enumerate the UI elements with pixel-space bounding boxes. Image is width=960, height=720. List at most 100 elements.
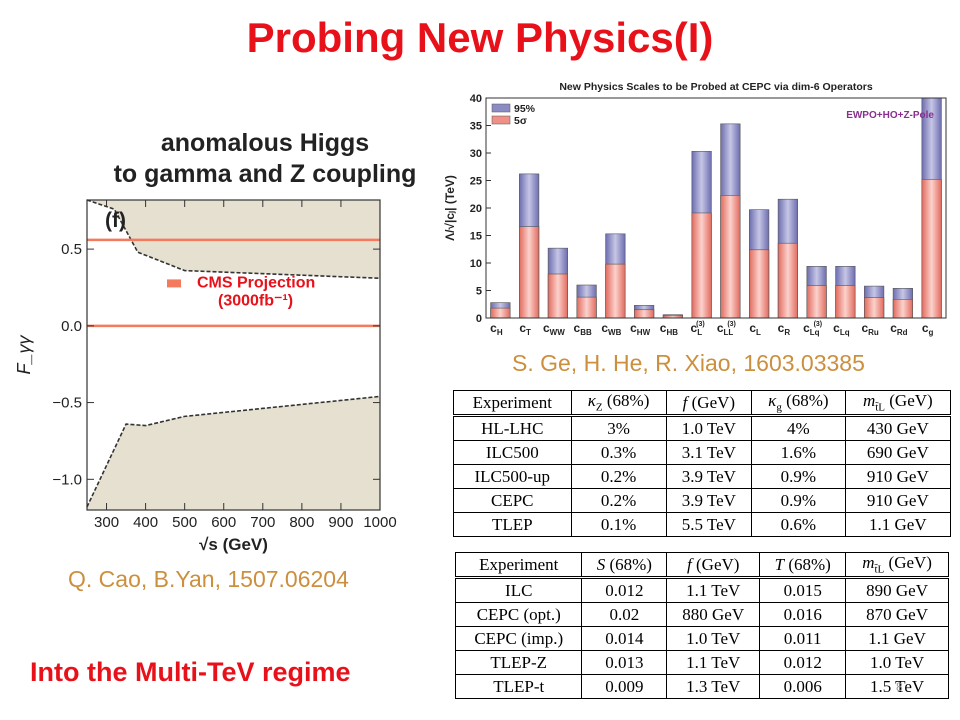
kappa-table-cell: 3.9 TeV — [665, 464, 753, 489]
st-table-row: TLEP-t 0.009 1.3 TeV 0.006 1.5 TeV — [454, 674, 949, 699]
st-table-header-cell: T (68%) — [759, 552, 847, 579]
st-table-header-cell: Experiment — [454, 552, 583, 579]
higgs-coupling-chart: 300 400 500 600 700 800 900 1000 0.5 0.0 −0.5 −1.0 (… — [14, 199, 397, 554]
kappa-table-cell: 3% — [570, 415, 667, 441]
x-tick-label: 700 — [250, 514, 275, 531]
bar-5sigma-cg — [921, 179, 942, 319]
y-tick-label: −0.5 — [52, 395, 82, 412]
kappa-table-row: ILC500-up 0.2% 3.9 TeV 0.9% 910 GeV — [453, 464, 952, 489]
bar-y-tick-label: 10 — [470, 258, 482, 270]
category-label: cR — [778, 321, 791, 337]
kappa-table-header-cell: κg (68%) — [751, 390, 846, 417]
bar-5sigma-cLq(3) — [806, 285, 827, 319]
st-table-cell: 0.011 — [759, 626, 847, 651]
category-label: cRu — [861, 321, 878, 337]
st-table-cell: 1.3 TeV — [666, 674, 761, 699]
y-tick-label: 0.5 — [61, 241, 82, 258]
st-table-row: TLEP-Z 0.013 1.1 TeV 0.012 1.0 TeV — [454, 650, 949, 675]
st-table-cell: 1.1 TeV — [666, 650, 761, 675]
cms-legend-label: CMS Projection — [197, 274, 315, 291]
bar-5sigma-cR — [777, 242, 798, 319]
st-table-cell: 0.012 — [581, 577, 668, 603]
right-citation: S. Ge, H. He, R. Xiao, 1603.03385 — [512, 350, 865, 376]
bar-5sigma-cH — [490, 307, 511, 319]
bar-y-tick-label: 5 — [476, 286, 482, 298]
st-table-cell: 0.006 — [759, 674, 847, 699]
bar-5sigma-cL(3) — [691, 212, 712, 319]
st-table-cell: 0.009 — [581, 674, 668, 699]
category-label: cL — [749, 321, 761, 337]
legend-95-label: 95% — [514, 103, 536, 115]
st-table-cell: 0.012 — [759, 650, 847, 675]
y-tick-label: −1.0 — [52, 471, 82, 488]
bar-5sigma-cRd — [892, 299, 913, 319]
kappa-table-cell: 910 GeV — [844, 488, 952, 513]
st-table: Experiment S (68%) f (GeV) T (68%) mt̃L (GeV… — [454, 552, 949, 699]
st-table-cell: TLEP-t — [454, 674, 583, 699]
kappa-table-cell: 1.1 GeV — [844, 512, 952, 537]
x-tick-label: 800 — [289, 514, 314, 531]
left-panel-title-line2: to gamma and Z coupling — [113, 160, 417, 188]
bar-y-tick-label: 15 — [470, 231, 482, 243]
st-table-cell: TLEP-Z — [454, 650, 583, 675]
st-table-cell: 880 GeV — [666, 602, 761, 627]
kappa-table-cell: 1.6% — [751, 440, 846, 465]
st-table-row: ILC 0.012 1.1 TeV 0.015 890 GeV — [454, 577, 949, 603]
st-table-cell: CEPC (imp.) — [454, 626, 583, 651]
kappa-table-row: HL-LHC 3% 1.0 TeV 4% 430 GeV — [453, 415, 952, 441]
st-table-cell: 0.013 — [581, 650, 668, 675]
kappa-table-cell: TLEP — [453, 512, 572, 537]
st-table-cell: 1.5 TeV — [845, 674, 949, 699]
st-table-cell: 1.0 TeV — [845, 650, 949, 675]
bottom-caption: Into the Multi-TeV regime — [30, 657, 351, 687]
kappa-table-cell: 3.9 TeV — [665, 488, 753, 513]
left-panel-title: anomalous Higgs to gamma and Z coupling — [100, 128, 430, 190]
category-label: cBB — [574, 321, 592, 337]
x-tick-label: 300 — [94, 514, 119, 531]
st-table-cell: CEPC (opt.) — [454, 602, 583, 627]
bar-y-tick-label: 25 — [470, 176, 482, 188]
category-label: cL(3) — [691, 321, 705, 337]
cms-legend-lumi: (3000fb⁻¹) — [218, 292, 293, 309]
kappa-table-row: CEPC 0.2% 3.9 TeV 0.9% 910 GeV — [453, 488, 952, 513]
category-label: cg — [922, 321, 934, 337]
st-table-header-cell: S (68%) — [581, 552, 668, 579]
kappa-table-header-cell: mt̃L (GeV) — [844, 390, 952, 417]
bar-5sigma-cHW — [634, 309, 655, 319]
category-label: cH — [490, 321, 503, 337]
lower-boundary-line — [86, 395, 381, 508]
kappa-table-cell: ILC500-up — [453, 464, 572, 489]
kappa-table-cell: 0.3% — [570, 440, 667, 465]
bar-y-axis-label: Λ/√|cⱼ| (TeV) — [443, 175, 457, 241]
st-table-cell: 0.02 — [581, 602, 668, 627]
st-table-header-cell: mt̃L (GeV) — [845, 552, 949, 579]
st-table-cell: 1.0 TeV — [666, 626, 761, 651]
panel-label: (f) — [105, 209, 126, 232]
kappa-table-cell: 4% — [751, 415, 846, 441]
category-label: cLL(3) — [717, 321, 736, 337]
bar-5sigma-cLL(3) — [720, 195, 741, 319]
kappa-table-cell: CEPC — [453, 488, 572, 513]
bar-y-tick-label: 40 — [470, 93, 482, 105]
bar-5sigma-cRu — [864, 297, 885, 319]
category-label: cT — [519, 321, 531, 337]
kappa-table-cell: 0.9% — [751, 464, 846, 489]
st-table-cell: 870 GeV — [845, 602, 949, 627]
kappa-table: Experiment κZ (68%) f (GeV) κg (68%) mt̃L (G… — [453, 390, 952, 537]
st-table-cell: ILC — [454, 577, 583, 603]
upper-boundary-line — [86, 199, 381, 280]
legend-5sigma-label: 5σ — [514, 115, 527, 127]
x-tick-label: 400 — [133, 514, 158, 531]
bar-5sigma-cLq — [835, 285, 856, 319]
bar-5sigma-cWB — [605, 263, 626, 319]
left-panel-title-line1: anomalous Higgs — [160, 129, 370, 157]
kappa-table-header-cell: f (GeV) — [665, 390, 753, 417]
category-label: cWW — [543, 321, 565, 337]
st-table-row: CEPC (opt.) 0.02 880 GeV 0.016 870 GeV — [454, 602, 949, 627]
x-tick-label: 500 — [172, 514, 197, 531]
kappa-table-cell: ILC500 — [453, 440, 572, 465]
st-table-cell: 890 GeV — [845, 577, 949, 603]
kappa-table-cell: 0.6% — [751, 512, 846, 537]
category-label: cHW — [630, 321, 650, 337]
kappa-table-row: TLEP 0.1% 5.5 TeV 0.6% 1.1 GeV — [453, 512, 952, 537]
